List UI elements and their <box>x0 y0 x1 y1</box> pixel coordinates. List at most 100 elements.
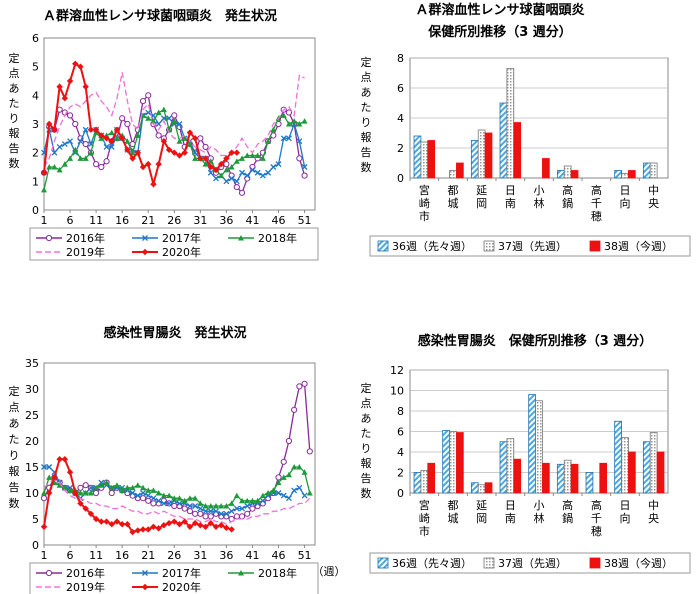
data-point-y2018 <box>207 158 214 164</box>
data-point-y2020 <box>124 146 131 153</box>
x-tick-label: 41 <box>245 214 259 227</box>
y-tick-label: 6 <box>397 82 404 95</box>
category-label-char: 日 <box>620 184 631 197</box>
bar-w36 <box>614 420 622 494</box>
series-line-y2019 <box>43 479 311 525</box>
data-point-y2017 <box>239 505 245 512</box>
data-point-y2017 <box>223 178 230 185</box>
data-point-y2017 <box>285 135 292 142</box>
bar-w37 <box>449 170 457 179</box>
data-point-y2017 <box>145 492 152 499</box>
data-point-y2018 <box>145 487 152 493</box>
category-label-char: 城 <box>448 512 459 525</box>
data-point-y2018 <box>56 482 63 488</box>
data-point-y2017 <box>265 169 272 176</box>
strep-trend-ylabel-char: 数 <box>9 157 20 170</box>
data-point-y2016 <box>139 495 147 502</box>
bar-w36 <box>556 463 565 494</box>
bar-w37 <box>563 459 572 494</box>
bar-w37 <box>621 173 629 179</box>
data-point-y2017 <box>202 508 209 515</box>
gastro-centers-ylabel-char: た <box>361 427 372 440</box>
data-point-y2017 <box>275 490 282 496</box>
series-line-y2018 <box>43 466 311 507</box>
data-point-y2017 <box>108 143 115 150</box>
data-point-y2017 <box>223 510 230 517</box>
data-point-y2016 <box>145 92 152 99</box>
data-point-y2017 <box>249 166 256 173</box>
data-point-y2016 <box>108 489 115 497</box>
data-point-y2018 <box>150 487 157 493</box>
x-tick-label: 26 <box>167 549 181 562</box>
bar-w38 <box>570 463 579 494</box>
data-point-y2017 <box>56 143 63 150</box>
data-point-y2020 <box>165 146 173 153</box>
strep-trend-ylabel-char: 定 <box>9 51 20 65</box>
strep-centers-ylabel-char: 告 <box>361 146 372 159</box>
data-point-y2018 <box>192 155 199 161</box>
data-point-y2020 <box>181 518 188 525</box>
category-label-char: 延 <box>476 499 487 512</box>
bar-w37 <box>621 437 629 494</box>
category-label-char: 向 <box>620 196 631 210</box>
bar-w37 <box>535 400 543 494</box>
bar-w38 <box>542 462 550 494</box>
legend-marker-y2017 <box>142 235 148 241</box>
strep-centers-title: Ａ群溶血性レンサ球菌咽頭炎 <box>415 2 584 18</box>
data-point-y2017 <box>129 490 136 496</box>
data-point-y2018 <box>212 503 219 509</box>
data-point-y2016 <box>301 380 308 387</box>
strep-trend-ylabel-char: た <box>9 97 20 110</box>
data-point-y2018 <box>223 503 230 509</box>
data-point-y2016 <box>280 458 287 465</box>
data-point-y2020 <box>92 515 100 523</box>
y-tick-label: 3 <box>32 118 39 131</box>
data-point-y2017 <box>285 495 292 502</box>
data-point-y2018 <box>129 484 136 491</box>
data-point-y2020 <box>197 522 204 529</box>
data-point-y2017 <box>296 484 303 491</box>
gastro-centers-legend: 36週（先々週） 37週（先週） 38週（今週） <box>369 552 691 574</box>
data-point-y2020 <box>92 126 100 133</box>
category-label-char: 林 <box>534 196 545 210</box>
data-point-y2018 <box>233 492 240 499</box>
data-point-y2018 <box>285 471 292 478</box>
data-point-y2016 <box>233 183 240 191</box>
y-tick-label: 4 <box>397 446 404 459</box>
category-label-char: 宮 <box>419 498 430 512</box>
data-point-y2016 <box>103 158 110 165</box>
data-point-y2020 <box>212 166 220 174</box>
data-point-y2016 <box>306 448 313 455</box>
bar-w38 <box>570 170 579 179</box>
data-point-y2017 <box>140 490 146 496</box>
data-point-y2018 <box>119 487 126 493</box>
data-point-y2017 <box>176 500 183 507</box>
data-point-y2018 <box>108 484 115 491</box>
data-point-y2020 <box>129 155 136 162</box>
data-point-y2020 <box>160 138 168 145</box>
data-point-y2020 <box>124 521 131 528</box>
y-tick-label: 2 <box>397 142 404 155</box>
gastro-trend-ylabel-char: た <box>9 433 20 446</box>
gastro-trend-title: 感染性胃腸炎 発生状況 <box>103 325 246 341</box>
data-point-y2017 <box>239 169 245 176</box>
y-tick-label: 5 <box>32 513 39 526</box>
bar-w37 <box>477 129 486 179</box>
data-point-y2020 <box>155 160 162 168</box>
data-point-y2016 <box>192 510 199 517</box>
y-tick-label: 20 <box>25 435 39 448</box>
bar-w38 <box>513 458 522 494</box>
data-point-y2018 <box>134 132 141 138</box>
data-point-y2020 <box>40 169 48 176</box>
legend-label-y2020: 2020年 <box>162 245 201 259</box>
data-point-y2020 <box>186 523 194 530</box>
y-tick-label: 0 <box>397 172 404 185</box>
bar-w38 <box>628 170 636 179</box>
data-point-y2018 <box>140 484 147 491</box>
x-tick-label: 46 <box>272 549 286 562</box>
legend-marker-y2016 <box>45 569 53 577</box>
